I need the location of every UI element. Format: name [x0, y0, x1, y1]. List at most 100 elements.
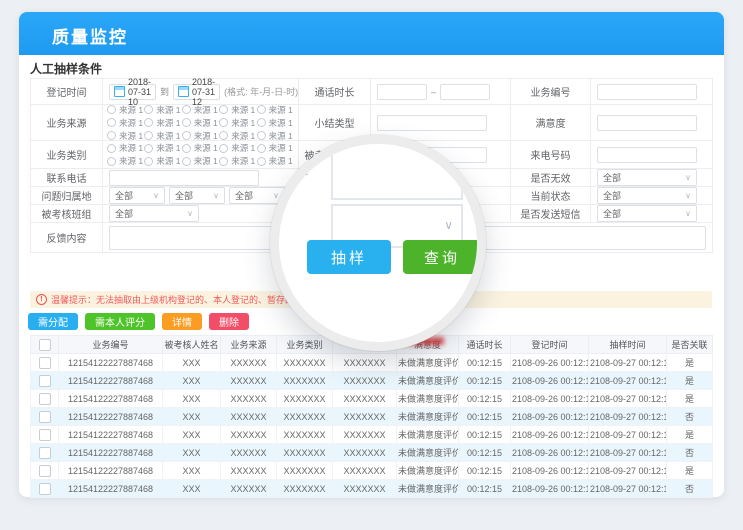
caller-number-input[interactable] — [597, 146, 697, 163]
radio-option[interactable]: 来源 1 — [219, 155, 256, 167]
cell-related: 否 — [666, 443, 713, 462]
radio-icon — [256, 105, 266, 114]
register-time-from-value: 2018-07-31 10 — [128, 76, 152, 107]
radio-option[interactable]: 来源 1 — [256, 155, 294, 167]
radio-option[interactable]: 来源 1 — [144, 130, 181, 142]
radio-option[interactable]: 来源 1 — [144, 155, 181, 167]
radio-option[interactable]: 来源 1 — [219, 142, 256, 154]
summary-type-input[interactable] — [377, 114, 487, 131]
radio-icon — [181, 156, 191, 166]
invalid-select-value: 全部 — [603, 173, 622, 183]
radio-icon — [219, 131, 229, 140]
cell-register_time: 2108-09-26 00:12:15 — [510, 461, 589, 480]
business-no-label: 业务编号 — [511, 79, 591, 105]
summary-type-field — [371, 105, 511, 141]
radio-option[interactable]: 来源 1 — [256, 142, 294, 154]
radio-option[interactable]: 来源 1 — [181, 155, 219, 167]
summary-type-label: 小结类型 — [299, 105, 371, 141]
cell-assessed_name: XXX — [162, 479, 221, 498]
business-category-options: 来源 1 来源 1 来源 1 来源 1 来源 1 来源 1 来源 1 来源 1 来源 1 来源 1 — [103, 141, 299, 169]
contact-phone-input[interactable] — [109, 169, 259, 186]
table-row: 12154122227887468 XXX XXXXXX XXXXXXX XXXXXXX… — [30, 461, 713, 480]
radio-option[interactable]: 来源 1 — [181, 142, 219, 154]
radio-option[interactable]: 来源 1 — [256, 104, 294, 116]
row-checkbox-cell — [30, 461, 59, 480]
radio-option[interactable]: 来源 1 — [219, 117, 256, 129]
cell-sample_time: 2108-09-27 00:12:15 — [588, 389, 667, 408]
row-checkbox[interactable] — [38, 392, 51, 405]
team-select[interactable]: 全部 — [109, 205, 199, 222]
region-select-district[interactable]: 全部 — [229, 187, 285, 204]
row-checkbox[interactable] — [38, 482, 51, 495]
row-checkbox-cell — [30, 425, 59, 444]
assign-button[interactable]: 需分配 — [28, 313, 78, 330]
cell-satisfaction: 未做满意度评价 — [396, 353, 459, 372]
radio-option[interactable]: 来源 1 — [107, 142, 144, 154]
radio-option[interactable]: 来源 1 — [107, 130, 144, 142]
radio-option[interactable]: 来源 1 — [107, 155, 144, 167]
self-score-button[interactable]: 需本人评分 — [85, 313, 155, 330]
status-select[interactable]: 全部 — [597, 187, 697, 204]
radio-icon — [144, 105, 154, 114]
radio-option[interactable]: 来源 1 — [107, 117, 144, 129]
detail-button[interactable]: 详情 — [162, 313, 202, 330]
cell-sample_time: 2108-09-27 00:12:15 — [588, 479, 667, 498]
invalid-select[interactable]: 全部 — [597, 169, 697, 186]
team-label: 被考核班组 — [31, 205, 103, 223]
radio-option[interactable]: 来源 1 — [144, 104, 181, 116]
sample-button[interactable]: 抽样 — [307, 240, 391, 274]
cell-register_time: 2108-09-26 00:12:15 — [510, 425, 589, 444]
radio-option-label: 来源 1 — [156, 117, 181, 128]
action-buttons: 需分配 需本人评分 详情 删除 — [28, 313, 249, 330]
register-time-to-input[interactable]: 2018-07-31 12 — [173, 77, 221, 107]
table-row: 12154122227887468 XXX XXXXXX XXXXXXX XXXXXXX… — [30, 389, 713, 408]
cell-business_no: 12154122227887468 — [58, 425, 163, 444]
cell-business_no: 12154122227887468 — [58, 389, 163, 408]
radio-option-label: 来源 1 — [119, 156, 144, 166]
radio-option-label: 来源 1 — [193, 130, 218, 141]
cell-hidden: XXXXXXX — [332, 407, 397, 426]
team-select-value: 全部 — [115, 209, 134, 219]
radio-icon — [181, 118, 191, 127]
cell-assessed_name: XXX — [162, 353, 221, 372]
row-checkbox[interactable] — [38, 428, 51, 441]
cell-register_time: 2108-09-26 00:12:15 — [510, 389, 589, 408]
region-field: 全部 全部 全部 — [103, 187, 299, 205]
satisfaction-input[interactable] — [597, 114, 697, 131]
radio-option[interactable]: 来源 1 — [181, 130, 219, 142]
cell-category: XXXXXXX — [276, 407, 333, 426]
region-select-city[interactable]: 全部 — [169, 187, 225, 204]
col-source: 业务来源 — [220, 335, 277, 354]
radio-option[interactable]: 来源 1 — [181, 104, 219, 116]
radio-option-label: 来源 1 — [231, 130, 256, 141]
cell-related: 是 — [666, 353, 713, 372]
radio-option[interactable]: 来源 1 — [256, 117, 294, 129]
page-title: 质量监控 — [52, 28, 128, 47]
delete-button[interactable]: 删除 — [209, 313, 249, 330]
radio-option[interactable]: 来源 1 — [181, 117, 219, 129]
radio-option[interactable]: 来源 1 — [144, 142, 181, 154]
row-checkbox[interactable] — [38, 374, 51, 387]
row-checkbox[interactable] — [38, 446, 51, 459]
radio-option[interactable]: 来源 1 — [219, 130, 256, 142]
cell-category: XXXXXXX — [276, 443, 333, 462]
radio-option[interactable]: 来源 1 — [144, 117, 181, 129]
row-checkbox[interactable] — [38, 356, 51, 369]
radio-option[interactable]: 来源 1 — [219, 104, 256, 116]
radio-option-label: 来源 1 — [156, 104, 181, 115]
radio-icon — [256, 131, 266, 140]
region-select-province[interactable]: 全部 — [109, 187, 165, 204]
call-duration-min-input[interactable] — [377, 83, 427, 100]
row-checkbox[interactable] — [38, 464, 51, 477]
table-row: 12154122227887468 XXX XXXXXX XXXXXXX XXXXXXX… — [30, 407, 713, 426]
select-all-checkbox[interactable] — [38, 338, 51, 351]
row-checkbox[interactable] — [38, 410, 51, 423]
radio-option[interactable]: 来源 1 — [107, 104, 144, 116]
business-no-input[interactable] — [597, 83, 697, 100]
table-row: 12154122227887468 XXX XXXXXX XXXXXXX XXXXXXX… — [30, 353, 713, 372]
call-duration-max-input[interactable] — [440, 83, 491, 100]
radio-option[interactable]: 来源 1 — [256, 130, 294, 142]
sms-select[interactable]: 全部 — [597, 205, 697, 222]
query-button[interactable]: 查询 — [403, 240, 477, 274]
register-time-from-input[interactable]: 2018-07-31 10 — [109, 77, 157, 107]
